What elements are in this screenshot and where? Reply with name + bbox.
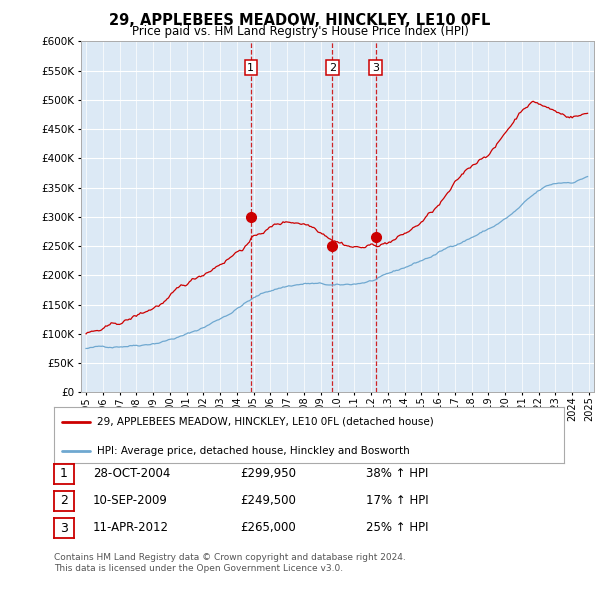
- Text: £249,500: £249,500: [240, 494, 296, 507]
- Text: Price paid vs. HM Land Registry's House Price Index (HPI): Price paid vs. HM Land Registry's House …: [131, 25, 469, 38]
- Text: Contains HM Land Registry data © Crown copyright and database right 2024.
This d: Contains HM Land Registry data © Crown c…: [54, 553, 406, 573]
- Text: 1: 1: [60, 467, 68, 480]
- Text: 2: 2: [60, 494, 68, 507]
- Text: 38% ↑ HPI: 38% ↑ HPI: [366, 467, 428, 480]
- Text: 1: 1: [247, 63, 254, 73]
- Text: 28-OCT-2004: 28-OCT-2004: [93, 467, 170, 480]
- Text: HPI: Average price, detached house, Hinckley and Bosworth: HPI: Average price, detached house, Hinc…: [97, 446, 410, 456]
- Text: £265,000: £265,000: [240, 521, 296, 534]
- Text: 11-APR-2012: 11-APR-2012: [93, 521, 169, 534]
- Text: 10-SEP-2009: 10-SEP-2009: [93, 494, 168, 507]
- Text: 29, APPLEBEES MEADOW, HINCKLEY, LE10 0FL: 29, APPLEBEES MEADOW, HINCKLEY, LE10 0FL: [109, 13, 491, 28]
- Text: 2: 2: [329, 63, 336, 73]
- Text: 3: 3: [60, 522, 68, 535]
- Text: 17% ↑ HPI: 17% ↑ HPI: [366, 494, 428, 507]
- Text: £299,950: £299,950: [240, 467, 296, 480]
- Text: 29, APPLEBEES MEADOW, HINCKLEY, LE10 0FL (detached house): 29, APPLEBEES MEADOW, HINCKLEY, LE10 0FL…: [97, 417, 434, 427]
- Text: 3: 3: [372, 63, 379, 73]
- Text: 25% ↑ HPI: 25% ↑ HPI: [366, 521, 428, 534]
